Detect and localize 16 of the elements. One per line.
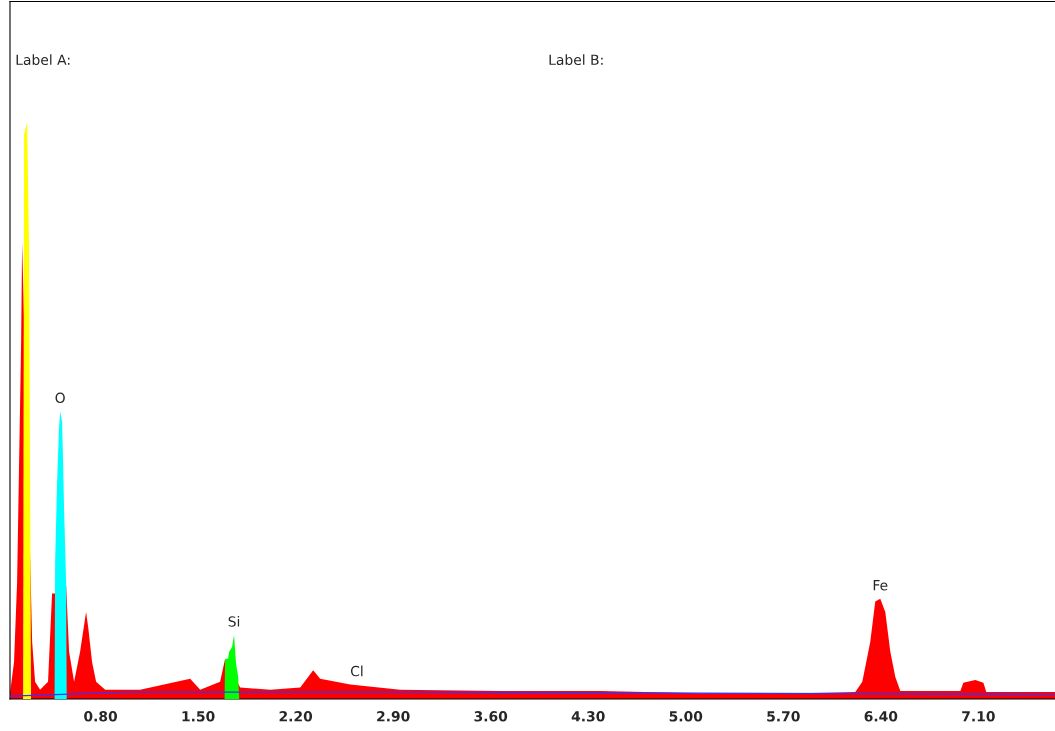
annotation: Cl (350, 665, 363, 677)
annotation: Si (228, 616, 240, 627)
x-tick-label: 2.90 (377, 711, 410, 722)
x-tick-label: 5.00 (669, 711, 703, 722)
x-tick-label: 2.20 (279, 711, 313, 722)
x-tick-label: 5.70 (767, 711, 800, 722)
x-tick-label: 6.40 (864, 711, 898, 722)
x-tick-label: 3.60 (474, 711, 508, 722)
x-tick-label: 1.50 (182, 711, 215, 722)
annotation: Fe (873, 580, 888, 591)
x-tick-label: 7.10 (962, 711, 995, 722)
annotation: O (55, 392, 65, 404)
x-tick-label: 0.80 (84, 711, 118, 722)
text: Label B: (549, 54, 603, 66)
text: Label A: (16, 54, 70, 66)
x-tick-label: 4.30 (571, 711, 605, 722)
